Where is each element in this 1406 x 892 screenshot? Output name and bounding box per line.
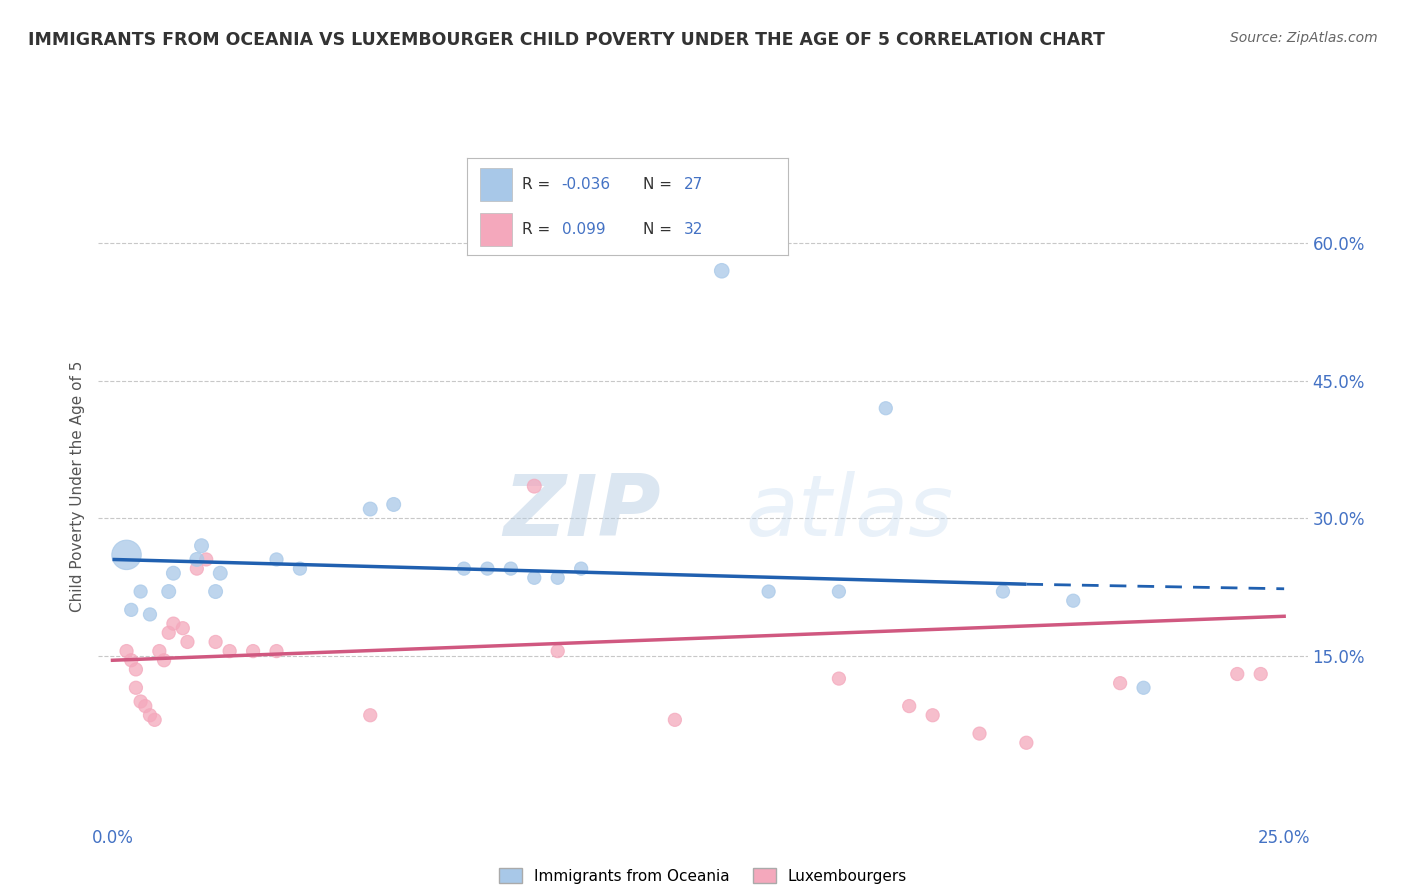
Point [266, 644, 288, 658]
Point [359, 708, 381, 723]
Text: Source: ZipAtlas.com: Source: ZipAtlas.com [1230, 31, 1378, 45]
Point [218, 644, 240, 658]
Point [547, 644, 569, 658]
Point [288, 561, 311, 575]
Point [1109, 676, 1132, 690]
Text: ZIP: ZIP [503, 471, 661, 555]
Point [209, 566, 232, 581]
Point [828, 584, 851, 599]
Legend: Immigrants from Oceania, Luxembourgers: Immigrants from Oceania, Luxembourgers [494, 862, 912, 890]
Point [172, 621, 194, 635]
Point [120, 653, 142, 667]
Point [875, 401, 897, 416]
Point [453, 561, 475, 575]
Point [664, 713, 686, 727]
Point [547, 571, 569, 585]
Point [129, 584, 152, 599]
Point [758, 584, 780, 599]
Point [710, 264, 733, 278]
Point [134, 699, 156, 714]
Point [148, 644, 170, 658]
Point [569, 561, 592, 575]
Point [139, 708, 162, 723]
Point [523, 479, 546, 493]
Point [115, 644, 138, 658]
Point [186, 561, 208, 575]
Point [523, 571, 546, 585]
Point [1226, 667, 1249, 681]
Point [204, 584, 226, 599]
Point [153, 653, 176, 667]
Text: atlas: atlas [745, 471, 953, 555]
Point [162, 616, 184, 631]
Point [1015, 736, 1038, 750]
Point [266, 552, 288, 566]
Point [991, 584, 1014, 599]
Point [157, 584, 180, 599]
Point [828, 672, 851, 686]
Point [129, 694, 152, 708]
Point [921, 708, 943, 723]
Point [382, 498, 405, 512]
Point [1132, 681, 1154, 695]
Point [969, 726, 991, 740]
Point [125, 681, 148, 695]
Point [157, 625, 180, 640]
Point [176, 635, 198, 649]
Point [499, 561, 522, 575]
Point [477, 561, 499, 575]
Y-axis label: Child Poverty Under the Age of 5: Child Poverty Under the Age of 5 [70, 360, 86, 612]
Point [898, 699, 921, 714]
Point [1250, 667, 1272, 681]
Point [190, 539, 212, 553]
Point [359, 502, 381, 516]
Text: IMMIGRANTS FROM OCEANIA VS LUXEMBOURGER CHILD POVERTY UNDER THE AGE OF 5 CORRELA: IMMIGRANTS FROM OCEANIA VS LUXEMBOURGER … [28, 31, 1105, 49]
Point [143, 713, 166, 727]
Point [242, 644, 264, 658]
Point [139, 607, 162, 622]
Point [125, 662, 148, 676]
Point [1062, 593, 1084, 607]
Point [120, 603, 142, 617]
Point [115, 548, 138, 562]
Point [186, 552, 208, 566]
Point [195, 552, 218, 566]
Point [162, 566, 184, 581]
Point [204, 635, 226, 649]
